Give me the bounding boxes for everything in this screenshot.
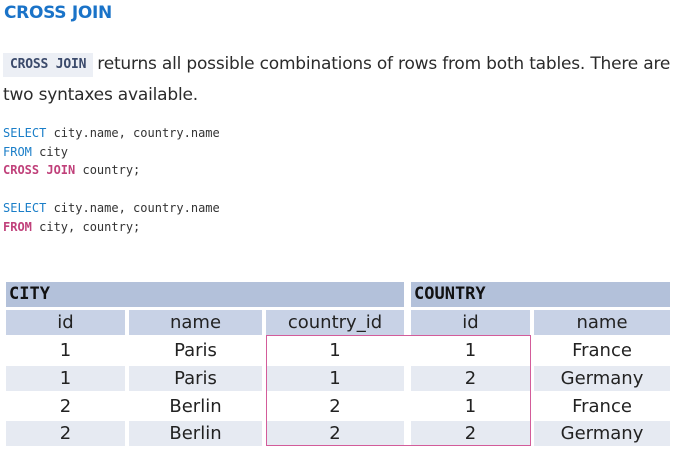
section-title: CROSS JOIN — [4, 3, 112, 23]
join-highlight-box — [266, 335, 531, 446]
city-header-band — [6, 282, 404, 307]
table-cell: 1 — [329, 340, 341, 361]
country-header-band — [411, 282, 670, 307]
table-cell: 2 — [329, 396, 341, 417]
column-header: country_id — [266, 310, 404, 335]
code1-select-rest: city.name, country.name — [46, 126, 220, 140]
column-header: name — [534, 310, 670, 335]
table-cell: Paris — [174, 340, 217, 361]
table-cell: 1 — [266, 366, 404, 391]
city-table-label: CITY — [9, 284, 50, 304]
table-cell: Berlin — [169, 396, 222, 417]
table-cell: 2 — [59, 396, 72, 417]
code2-select-keyword: SELECT — [3, 201, 47, 215]
code1-crossjoin-keyword: CROSS JOIN — [3, 163, 76, 177]
code-block-2: SELECT city.name, country.name FROM city… — [3, 199, 220, 236]
table-cell: France — [572, 340, 632, 361]
table-cell: Germany — [534, 366, 670, 391]
code2-from-keyword: FROM — [3, 219, 32, 234]
table-cell: 1 — [464, 396, 477, 417]
code2-from-rest: city, country; — [31, 219, 141, 234]
code1-from-rest: city — [31, 144, 69, 159]
table-cell: 2 — [411, 366, 530, 391]
table-cell: 1 — [59, 340, 72, 361]
table-cell: 2 — [411, 421, 530, 446]
code1-select-keyword: SELECT — [3, 126, 47, 140]
table-cell: 1 — [464, 340, 477, 361]
inline-keyword: CROSS JOIN — [3, 53, 94, 77]
table-cell: 1 — [6, 366, 125, 391]
column-header: id — [411, 310, 530, 335]
table-cell: 2 — [6, 421, 125, 446]
code1-from-keyword: FROM — [3, 144, 32, 159]
column-header: name — [129, 310, 262, 335]
intro-text: returns all possible combinations of row… — [3, 54, 671, 105]
code1-crossjoin-rest: country; — [75, 163, 141, 177]
code2-select-rest: city.name, country.name — [46, 201, 220, 215]
country-table-label: COUNTRY — [414, 284, 486, 304]
table-cell: Berlin — [129, 421, 262, 446]
column-header: id — [6, 310, 125, 335]
table-cell: France — [572, 396, 632, 417]
table-cell: Paris — [129, 366, 262, 391]
table-cell: 2 — [266, 421, 404, 446]
code-block-1: SELECT city.name, country.name FROM city… — [3, 124, 220, 180]
table-cell: Germany — [534, 421, 670, 446]
intro-paragraph: CROSS JOIN returns all possible combinati… — [3, 49, 675, 111]
